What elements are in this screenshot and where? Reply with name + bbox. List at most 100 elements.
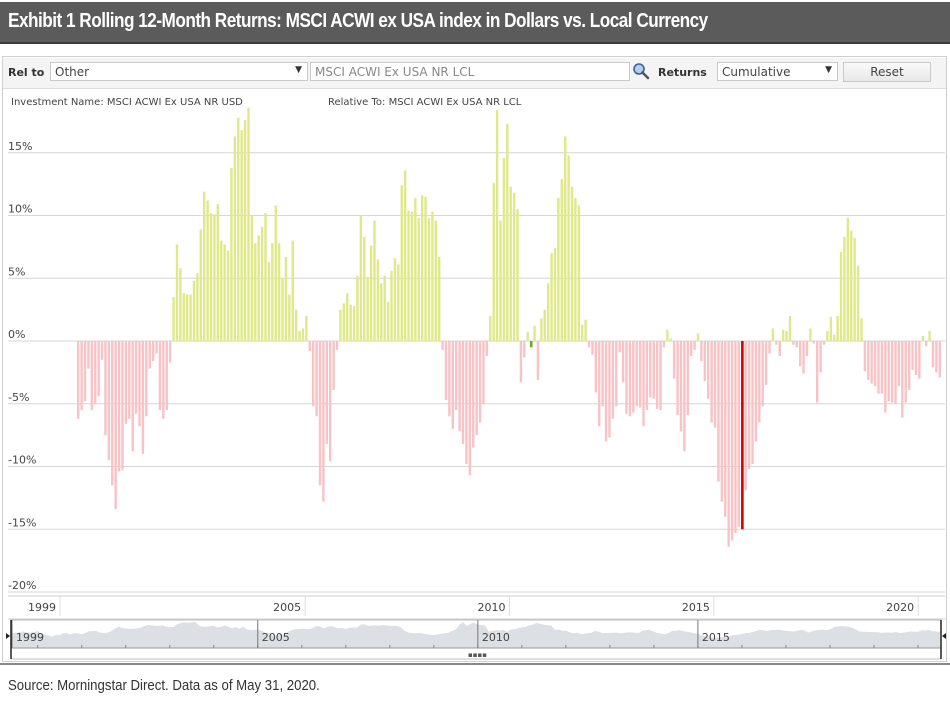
bar [870,341,873,384]
bar [724,341,727,517]
bar [448,341,451,417]
bar [359,215,363,341]
chart-toolbar: Rel to Other ▼ MSCI ACWI Ex USA NR LCL R… [3,58,946,89]
bar [158,341,162,411]
bar [894,341,897,404]
bar [216,204,220,341]
bar [863,341,867,372]
navigator-label: 1999 [16,631,44,644]
bar [175,244,179,342]
bar [434,220,437,341]
bar [924,341,928,347]
bar [485,341,489,357]
rolling-returns-chart: 15% 10% 5% 0% -5% -10% -15% -20% 1999 2005 2010 20… [6,107,946,660]
bar [700,341,703,362]
bar [795,341,798,348]
relative-to: Relative To: MSCI ACWI Ex USA NR LCL [328,97,522,108]
bar [257,235,260,341]
bar [873,341,877,387]
bar [478,341,482,423]
bar [162,341,165,419]
bar [659,341,662,411]
x-tick-label: 1999 [28,601,56,614]
bar [380,283,383,341]
bar [315,341,318,417]
benchmark-input[interactable]: MSCI ACWI Ex USA NR LCL [310,62,630,81]
bar [182,293,185,341]
bar [676,341,679,416]
bottom-divider [0,663,950,665]
bar [352,305,356,341]
bar [570,186,574,341]
bar [839,251,843,341]
bar [410,211,414,341]
bar [199,229,203,342]
bar [730,341,734,541]
bar [489,315,492,341]
returns-label: Returns [658,66,707,79]
left-handle-icon[interactable] [6,633,10,639]
bar [465,341,468,464]
bar-series [77,107,941,547]
reset-button[interactable]: Reset [843,62,931,82]
bar [591,341,594,355]
navigator-area [12,622,940,648]
bar [206,200,209,341]
bar [853,238,856,341]
bar [734,341,737,534]
bar [707,341,710,399]
bar [618,341,621,353]
y-tick-label: -20% [8,579,36,592]
bar [100,341,104,360]
returns-select[interactable]: Cumulative ▼ [717,62,838,81]
rel-to-select[interactable]: Other ▼ [50,62,308,81]
bar [771,328,775,341]
bar [805,341,809,357]
bar [271,243,274,341]
bar [758,341,761,423]
navigator-label: 2005 [262,631,290,644]
magnifier-icon [633,63,650,80]
bar [581,324,584,342]
bar [233,136,237,341]
bar [826,330,829,341]
bar [492,182,495,341]
bar [260,226,264,341]
bar [526,332,529,341]
bar [846,218,850,341]
bar [529,341,533,348]
bar [417,218,420,341]
x-tick-label: 2010 [478,601,506,614]
bar [798,341,802,367]
bar [608,341,611,438]
bar [390,270,393,341]
y-tick-label: 15% [8,140,32,153]
bar [220,240,223,341]
bar [148,341,151,369]
bar [628,341,632,417]
bar [151,341,155,362]
bar [335,341,339,350]
bar [693,341,696,350]
search-button[interactable] [631,62,651,81]
bar [386,302,390,342]
bar [90,341,94,411]
bar [111,341,114,486]
bar [397,264,400,341]
bar [329,341,332,462]
right-handle-icon[interactable] [942,633,946,639]
bar [921,335,924,341]
investment-name: Investment Name: MSCI ACWI Ex USA NR USD [11,97,243,108]
y-tick-label: 10% [8,203,32,216]
bar [131,341,134,452]
range-navigator: 1999 2005 2010 2015 ▪▪▪▪ [6,619,946,660]
bar [114,341,117,510]
bar [203,191,206,341]
bar [437,256,441,341]
bar [141,341,145,454]
bar [655,341,659,409]
bar [635,341,638,407]
bar [727,341,730,547]
bar [308,341,311,352]
scroll-grip-icon[interactable]: ▪▪▪▪ [468,651,487,659]
